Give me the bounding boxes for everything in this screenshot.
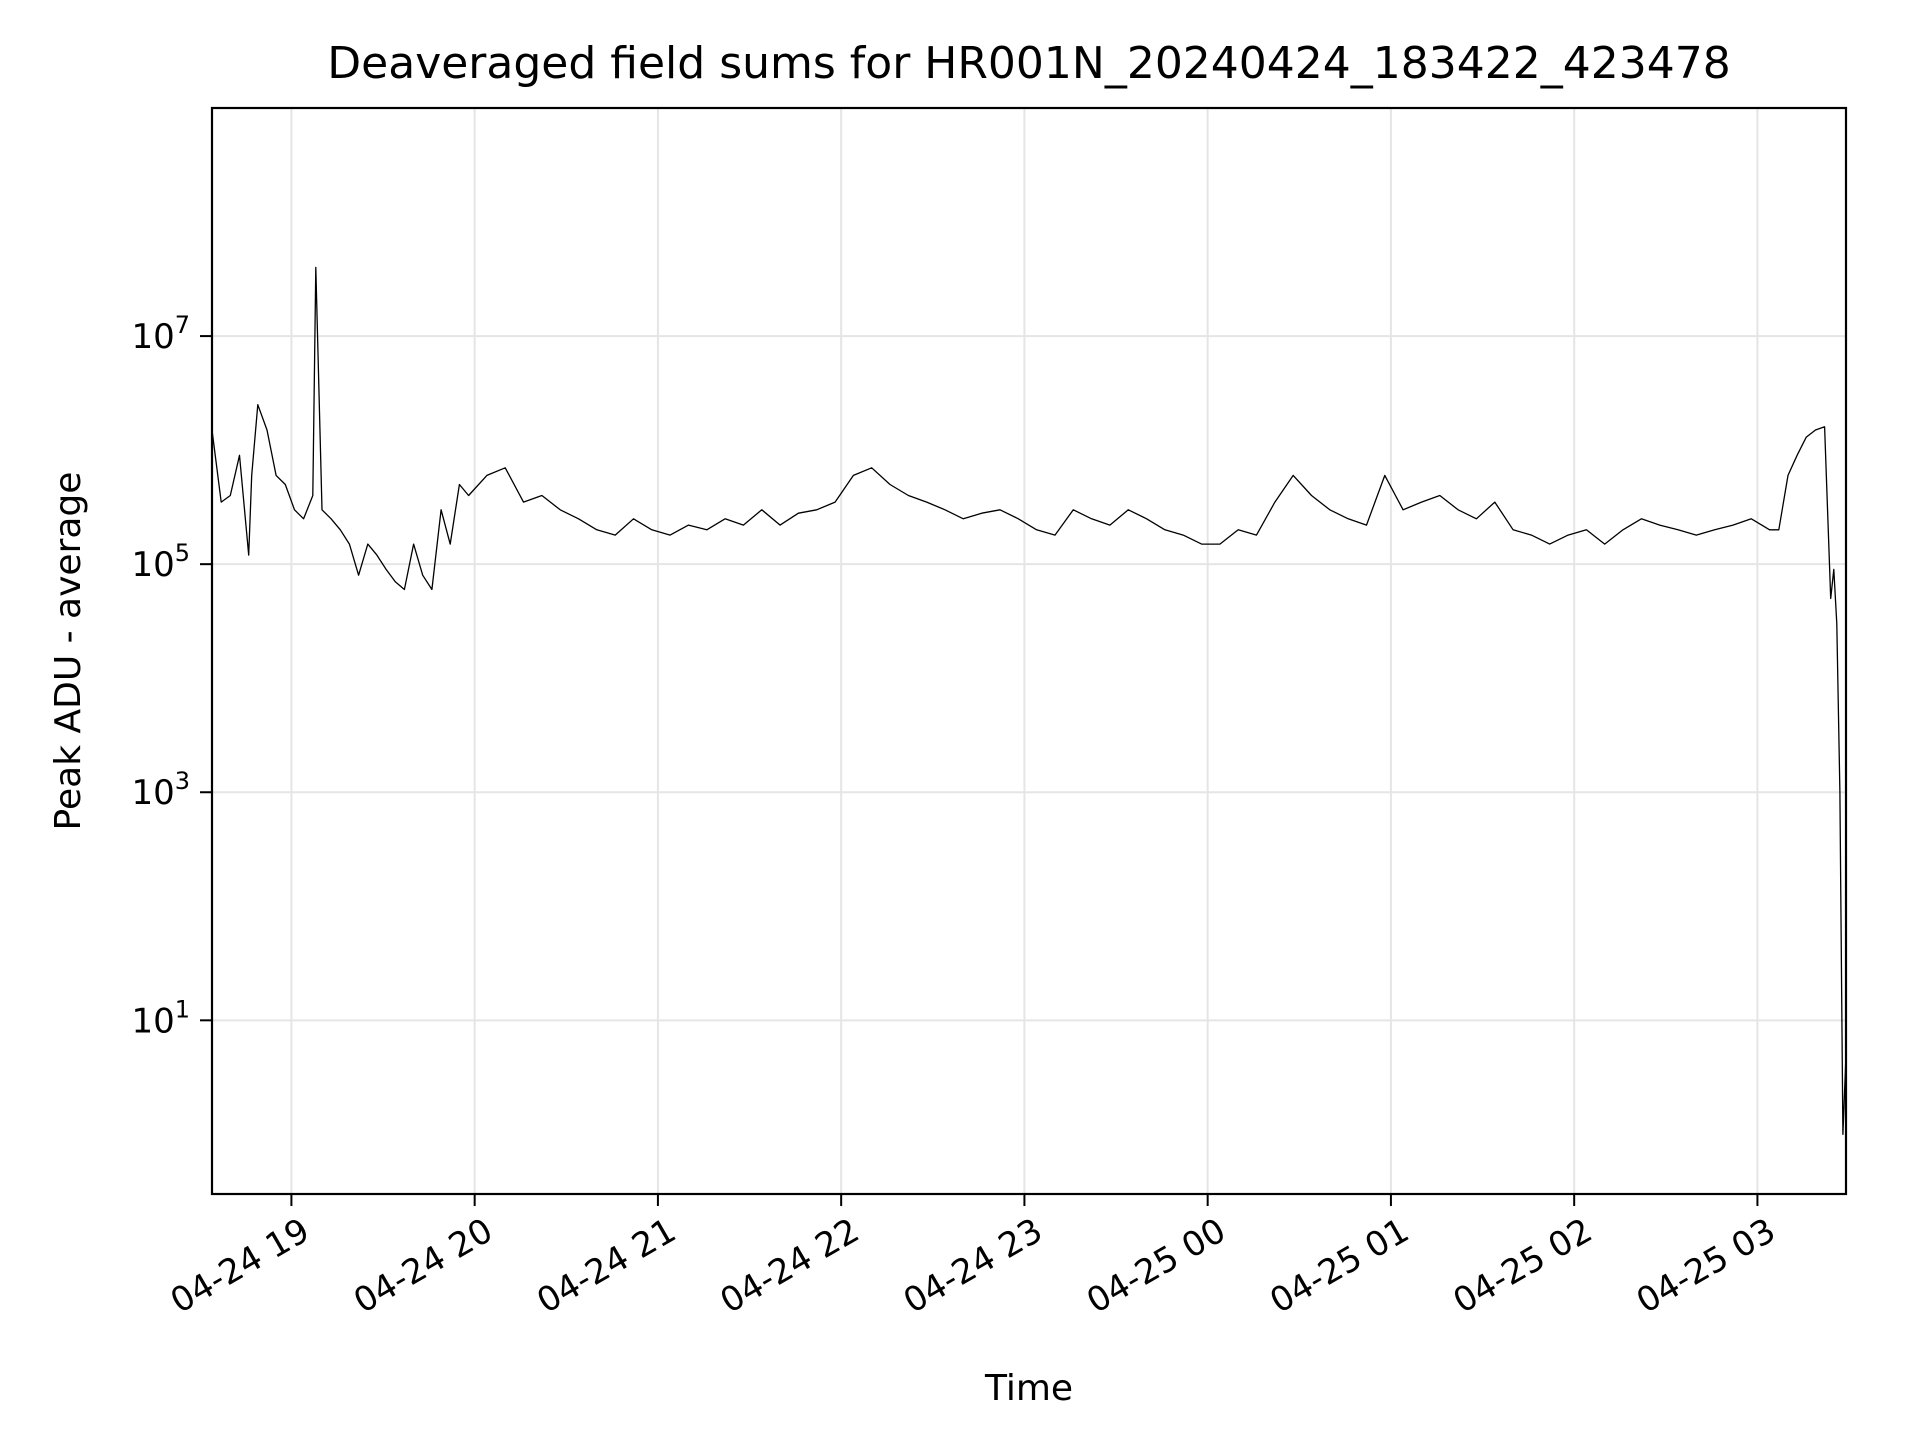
plot-frame [210,106,1848,1196]
series-layer [211,266,1847,1136]
y-axis-ticks: 101 103 105 107 [131,311,212,1041]
grid-lines [212,108,1846,1194]
y-tick-label: 107 [131,311,190,357]
y-tick-label: 105 [131,539,190,585]
chart-title: Deaveraged field sums for HR001N_2024042… [327,38,1730,89]
series-line [211,266,1847,1136]
y-tick-label: 101 [131,995,190,1041]
y-tick-label: 103 [131,767,190,813]
x-axis-label: Time [984,1368,1073,1409]
y-axis-label: Peak ADU - average [48,472,89,831]
